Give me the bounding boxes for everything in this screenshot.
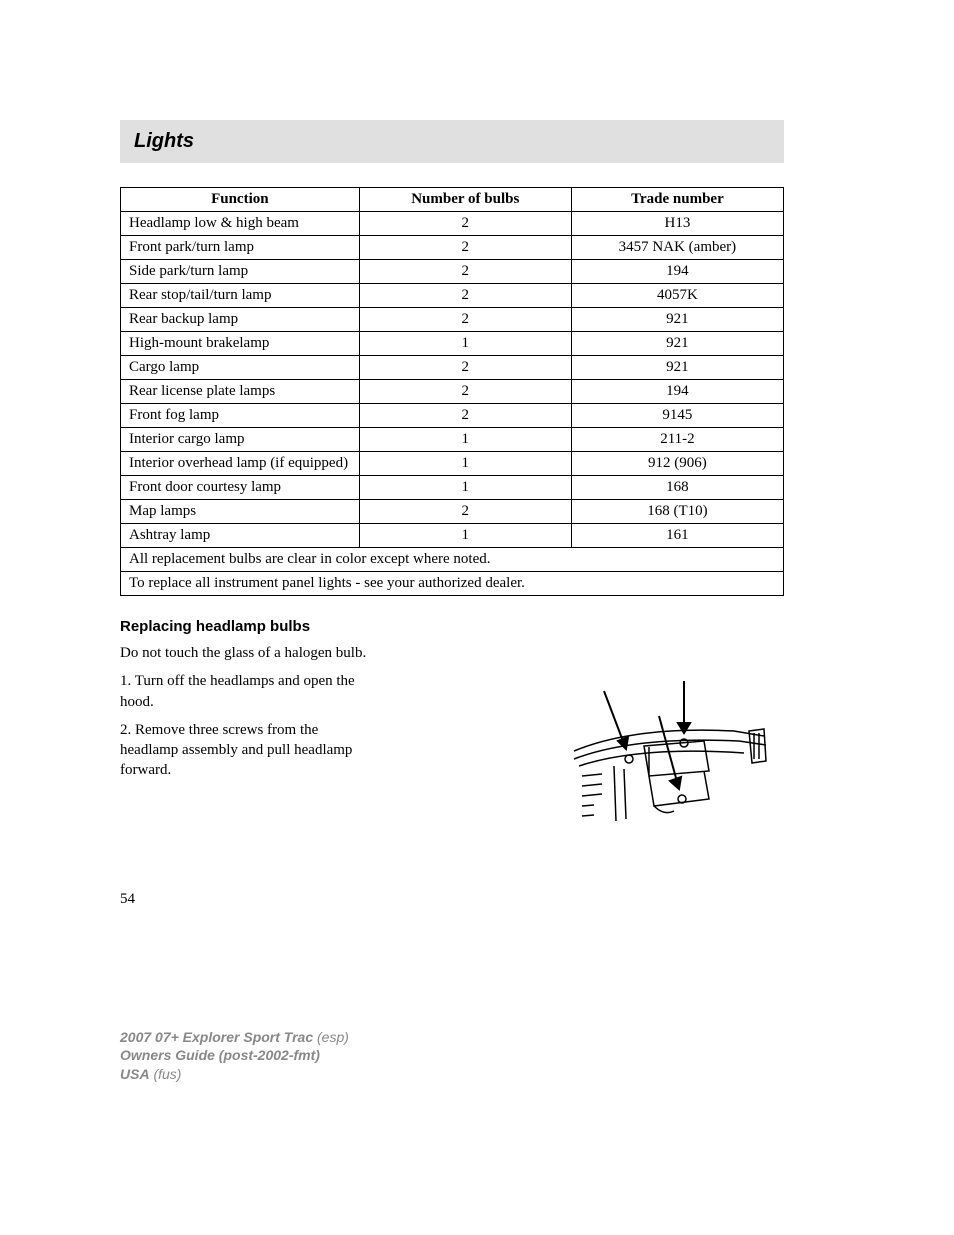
cell-trade: 168 (T10) xyxy=(571,500,783,524)
table-row: Front door courtesy lamp1168 xyxy=(121,476,784,500)
table-footer-row: To replace all instrument panel lights -… xyxy=(121,572,784,596)
table-row: High-mount brakelamp1921 xyxy=(121,332,784,356)
cell-number: 1 xyxy=(359,452,571,476)
headlamp-svg xyxy=(554,671,784,851)
table-row: Interior cargo lamp1211-2 xyxy=(121,428,784,452)
col-function: Function xyxy=(121,188,360,212)
cell-function: Headlamp low & high beam xyxy=(121,212,360,236)
cell-number: 1 xyxy=(359,476,571,500)
cell-function: Rear license plate lamps xyxy=(121,380,360,404)
headlamp-diagram xyxy=(554,671,784,851)
cell-number: 2 xyxy=(359,404,571,428)
section-title: Lights xyxy=(134,130,770,153)
table-row: Front fog lamp29145 xyxy=(121,404,784,428)
table-row: Cargo lamp2921 xyxy=(121,356,784,380)
cell-trade: 9145 xyxy=(571,404,783,428)
table-footer-row: All replacement bulbs are clear in color… xyxy=(121,548,784,572)
table-row: Ashtray lamp1161 xyxy=(121,524,784,548)
cell-function: Interior cargo lamp xyxy=(121,428,360,452)
footer-line-1-rest: (esp) xyxy=(313,1029,349,1045)
instruction-text: 1. Turn off the headlamps and open the h… xyxy=(120,671,534,788)
table-row: Front park/turn lamp23457 NAK (amber) xyxy=(121,236,784,260)
table-row: Headlamp low & high beam2H13 xyxy=(121,212,784,236)
footer-line-2: Owners Guide (post-2002-fmt) xyxy=(120,1046,784,1064)
cell-number: 1 xyxy=(359,428,571,452)
cell-trade: 912 (906) xyxy=(571,452,783,476)
table-row: Map lamps2168 (T10) xyxy=(121,500,784,524)
table-row: Interior overhead lamp (if equipped)1912… xyxy=(121,452,784,476)
table-row: Rear backup lamp2921 xyxy=(121,308,784,332)
cell-function: Front fog lamp xyxy=(121,404,360,428)
step-2: 2. Remove three screws from the headlamp… xyxy=(120,720,380,781)
cell-trade: 194 xyxy=(571,260,783,284)
cell-number: 2 xyxy=(359,260,571,284)
footer-line-1-bold: 2007 07+ Explorer Sport Trac xyxy=(120,1029,313,1045)
page-number: 54 xyxy=(120,891,784,908)
cell-function: Cargo lamp xyxy=(121,356,360,380)
cell-number: 2 xyxy=(359,284,571,308)
cell-trade: H13 xyxy=(571,212,783,236)
bulb-table: Function Number of bulbs Trade number He… xyxy=(120,187,784,596)
footer-cell: All replacement bulbs are clear in color… xyxy=(121,548,784,572)
cell-trade: 168 xyxy=(571,476,783,500)
cell-number: 2 xyxy=(359,212,571,236)
cell-trade: 161 xyxy=(571,524,783,548)
subsection-title: Replacing headlamp bulbs xyxy=(120,618,784,635)
cell-trade: 921 xyxy=(571,308,783,332)
footer-line-3: USA (fus) xyxy=(120,1065,784,1083)
cell-function: Ashtray lamp xyxy=(121,524,360,548)
cell-trade: 211-2 xyxy=(571,428,783,452)
cell-function: Side park/turn lamp xyxy=(121,260,360,284)
cell-function: Front park/turn lamp xyxy=(121,236,360,260)
cell-number: 1 xyxy=(359,332,571,356)
cell-function: Map lamps xyxy=(121,500,360,524)
table-row: Rear license plate lamps2194 xyxy=(121,380,784,404)
footer-line-1: 2007 07+ Explorer Sport Trac (esp) xyxy=(120,1028,784,1046)
table-row: Side park/turn lamp2194 xyxy=(121,260,784,284)
cell-function: Rear backup lamp xyxy=(121,308,360,332)
col-number: Number of bulbs xyxy=(359,188,571,212)
cell-number: 2 xyxy=(359,500,571,524)
step-1: 1. Turn off the headlamps and open the h… xyxy=(120,671,380,712)
footer-info: 2007 07+ Explorer Sport Trac (esp) Owner… xyxy=(120,1028,784,1083)
cell-number: 1 xyxy=(359,524,571,548)
cell-function: Rear stop/tail/turn lamp xyxy=(121,284,360,308)
cell-trade: 3457 NAK (amber) xyxy=(571,236,783,260)
instruction-block: 1. Turn off the headlamps and open the h… xyxy=(120,671,784,851)
cell-function: Interior overhead lamp (if equipped) xyxy=(121,452,360,476)
cell-number: 2 xyxy=(359,380,571,404)
cell-function: Front door courtesy lamp xyxy=(121,476,360,500)
col-trade: Trade number xyxy=(571,188,783,212)
footer-line-3-bold: USA xyxy=(120,1066,150,1082)
section-header: Lights xyxy=(120,120,784,163)
table-header-row: Function Number of bulbs Trade number xyxy=(121,188,784,212)
footer-cell: To replace all instrument panel lights -… xyxy=(121,572,784,596)
cell-number: 2 xyxy=(359,236,571,260)
cell-number: 2 xyxy=(359,308,571,332)
cell-function: High-mount brakelamp xyxy=(121,332,360,356)
cell-number: 2 xyxy=(359,356,571,380)
cell-trade: 194 xyxy=(571,380,783,404)
cell-trade: 921 xyxy=(571,332,783,356)
subsection-intro: Do not touch the glass of a halogen bulb… xyxy=(120,643,784,663)
footer-line-2-bold: Owners Guide (post-2002-fmt) xyxy=(120,1047,320,1063)
cell-trade: 4057K xyxy=(571,284,783,308)
footer-line-3-rest: (fus) xyxy=(150,1066,182,1082)
table-row: Rear stop/tail/turn lamp24057K xyxy=(121,284,784,308)
cell-trade: 921 xyxy=(571,356,783,380)
